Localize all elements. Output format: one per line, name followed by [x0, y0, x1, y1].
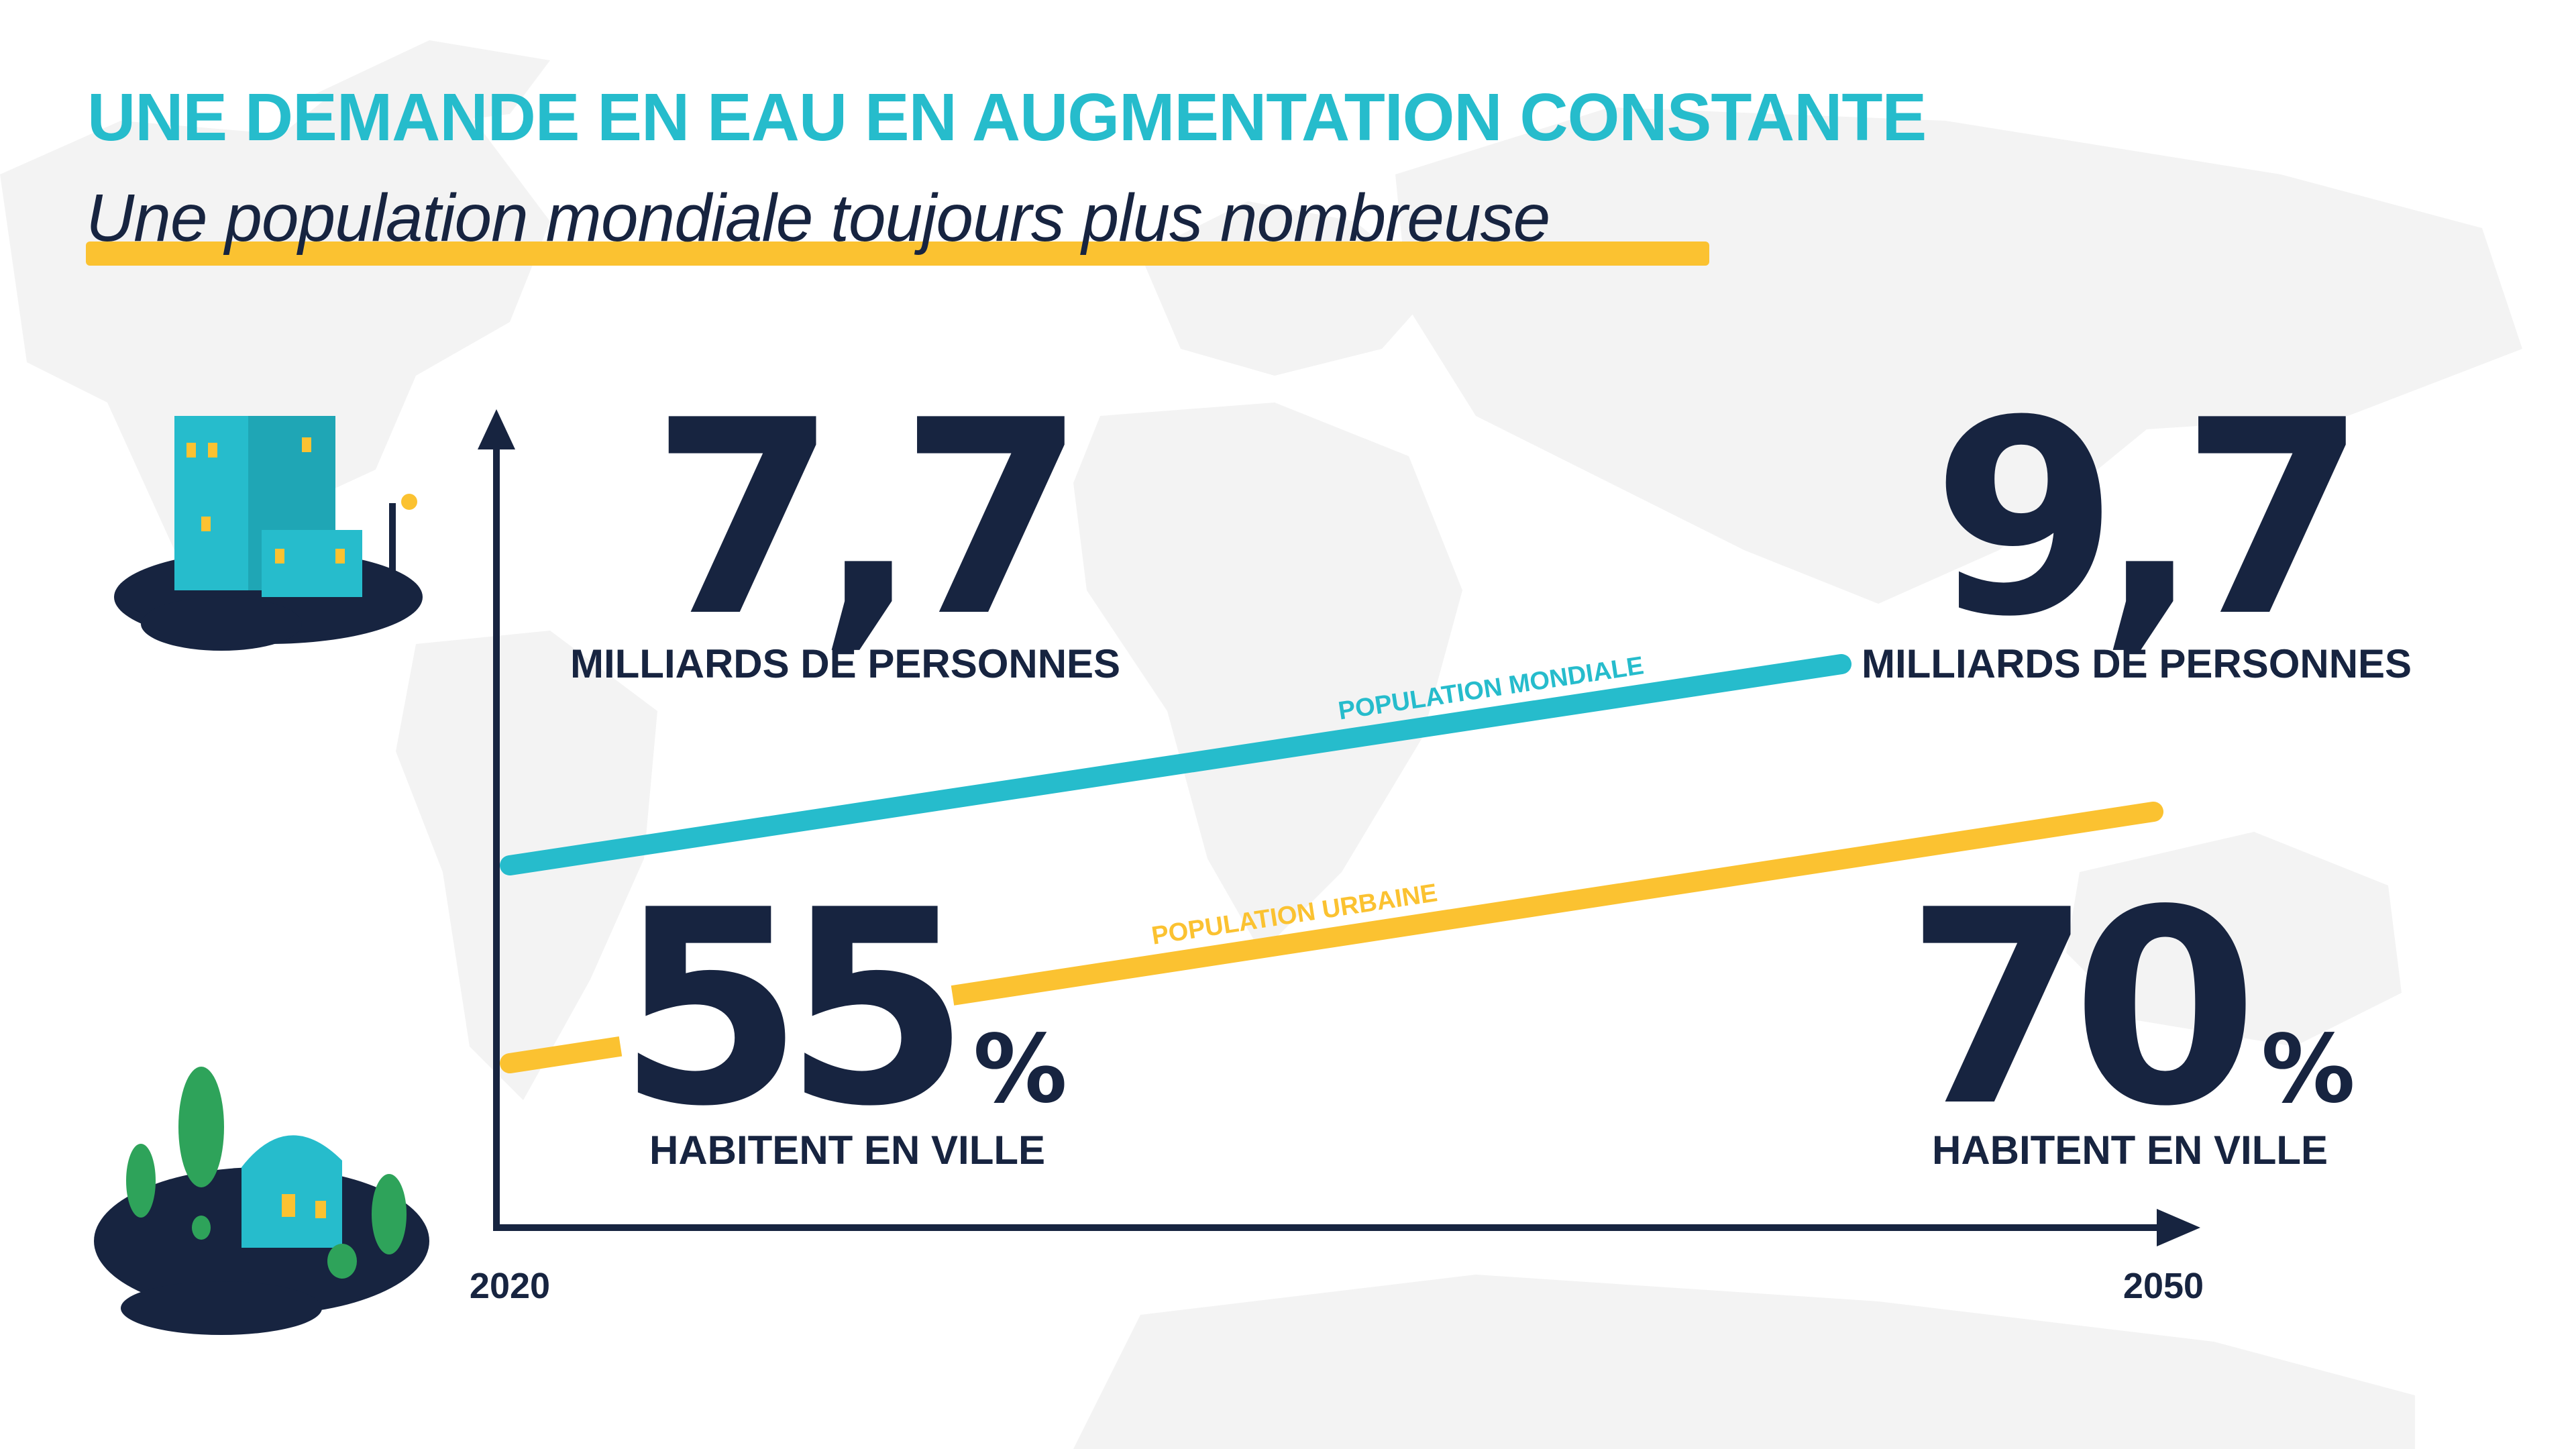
x-tick-label-2050: 2050: [2123, 1266, 2204, 1306]
stat-urban-2020-value: 55: [617, 853, 971, 1165]
stat-world-2020-label: MILLIARDS DE PERSONNES: [570, 641, 1121, 686]
stat-urban-2050-unit: %: [2261, 1015, 2355, 1124]
stat-urban-2020: 55%: [617, 875, 1067, 1144]
x-axis-arrow: [2157, 1209, 2200, 1246]
stat-urban-2020-unit: %: [973, 1015, 1067, 1124]
page-title: UNE DEMANDE EN EAU EN AUGMENTATION CONST…: [87, 80, 1927, 155]
stat-world-2050-label: MILLIARDS DE PERSONNES: [1862, 641, 2412, 686]
stat-world-2020: 7,7: [651, 386, 1086, 654]
stat-urban-2050: 70%: [1905, 875, 2355, 1144]
stat-urban-2050-value: 70: [1905, 853, 2259, 1165]
subtitle-block: Une population mondiale toujours plus no…: [86, 180, 1709, 266]
stat-world-2050: 9,7: [1932, 386, 2367, 654]
village-house-icon: [94, 1067, 429, 1335]
urban-line-gap: [618, 981, 955, 1061]
subtitle-highlight: [86, 241, 1709, 266]
series-line-world: [500, 654, 1851, 875]
x-tick-label-2020: 2020: [470, 1266, 550, 1306]
y-axis-arrow: [478, 409, 515, 449]
stat-world-2020-value: 7,7: [651, 364, 1086, 676]
page-subtitle: Une population mondiale toujours plus no…: [86, 180, 1550, 256]
stat-urban-2020-label: HABITENT EN VILLE: [649, 1128, 1046, 1173]
stat-world-2050-value: 9,7: [1932, 364, 2367, 676]
city-buildings-icon: [114, 416, 423, 651]
stat-urban-2050-label: HABITENT EN VILLE: [1932, 1128, 2328, 1173]
